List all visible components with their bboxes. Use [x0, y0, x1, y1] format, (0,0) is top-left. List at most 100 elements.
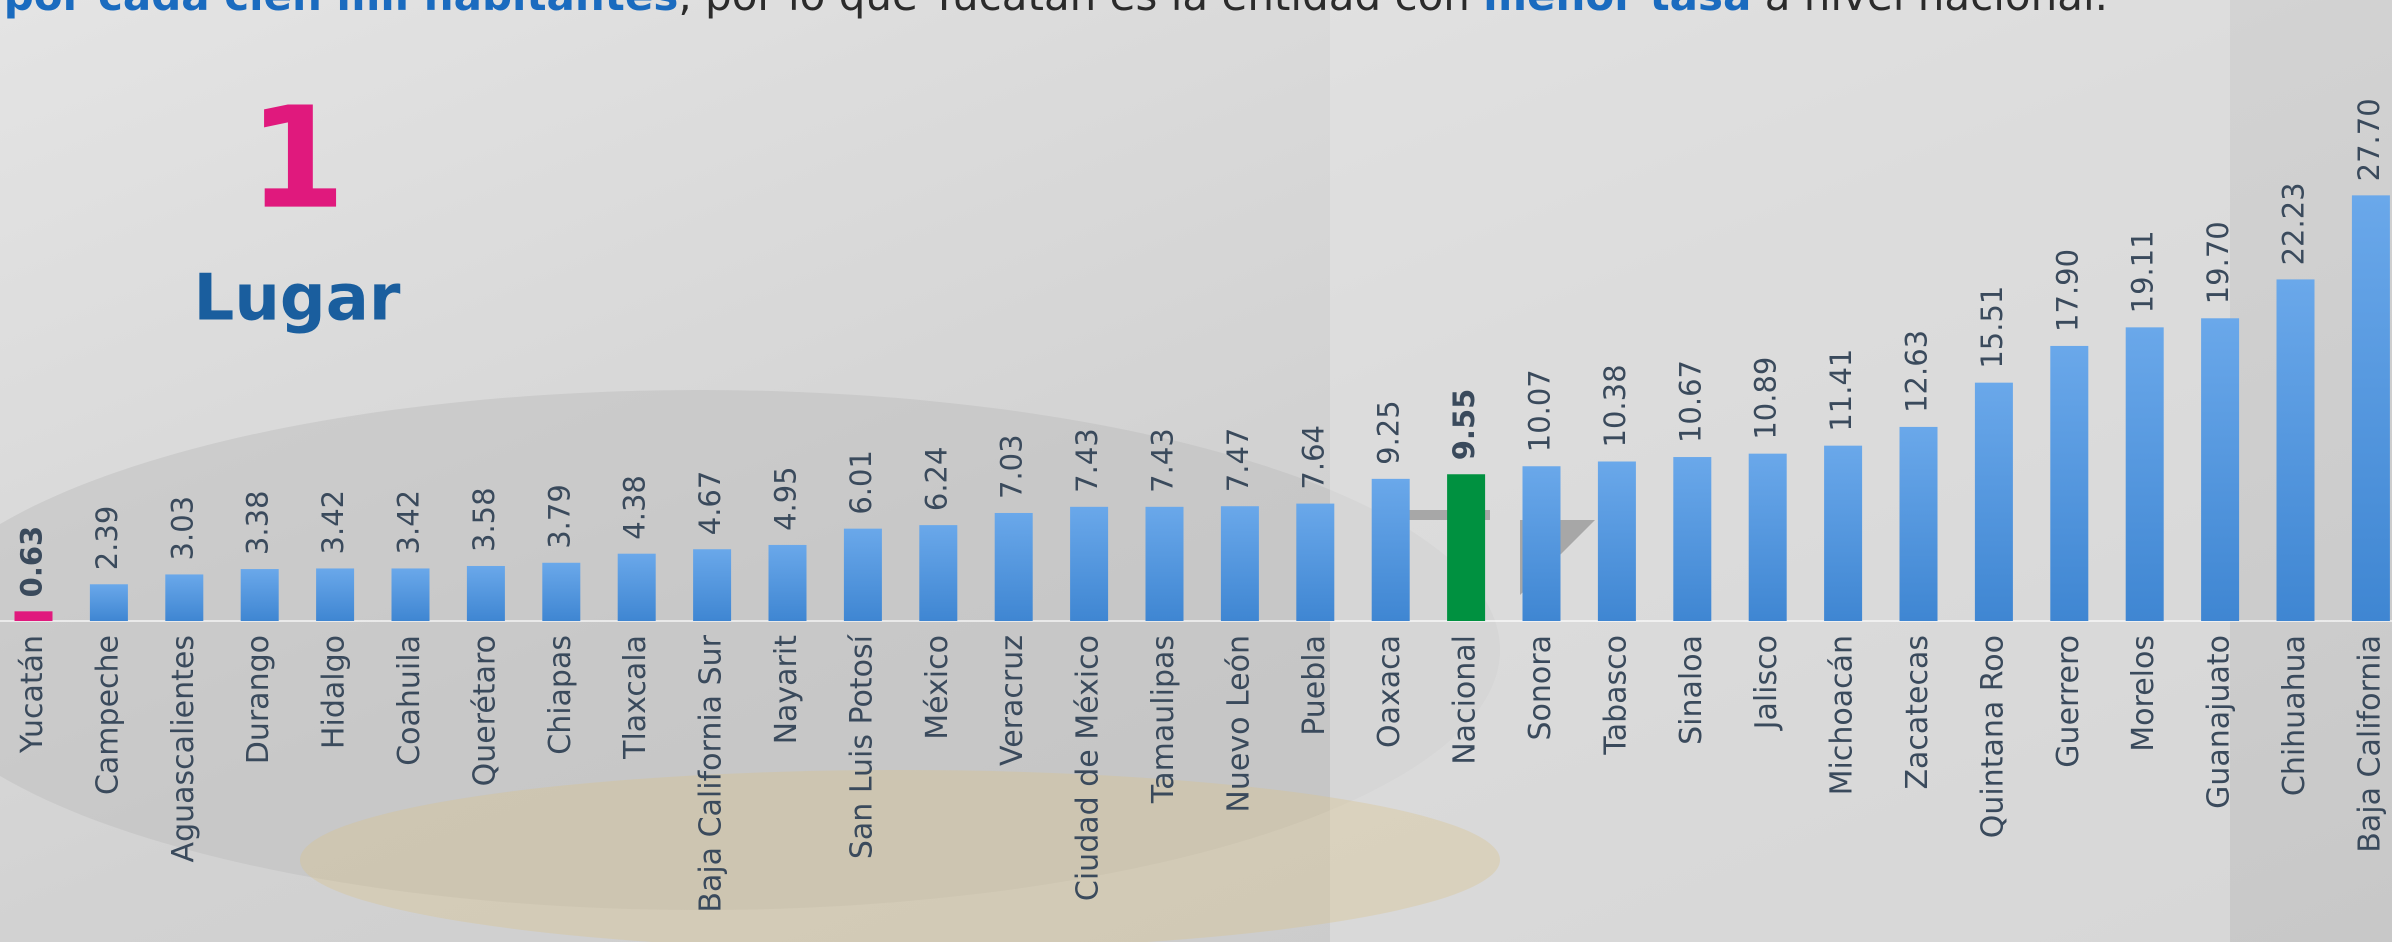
bar — [843, 528, 882, 621]
x-tick-label: Sonora — [1523, 635, 1558, 740]
value-label: 22.23 — [2277, 182, 2311, 265]
x-tick-label: Guanajuato — [2202, 635, 2237, 809]
x-tick-label: Zacatecas — [1900, 635, 1935, 790]
bar — [240, 569, 279, 621]
bar — [466, 565, 505, 621]
subtitle-part: menor tasa — [1483, 0, 1751, 20]
value-label: 9.55 — [1447, 389, 1481, 461]
value-label: 4.67 — [693, 471, 727, 536]
value-label: 7.03 — [995, 434, 1029, 499]
bar — [2201, 318, 2240, 621]
x-tick-label: Puebla — [1297, 635, 1332, 736]
subtitle: dolosos por cada cien mil habitantes, po… — [0, 0, 2108, 20]
x-tick-label: Hidalgo — [317, 635, 352, 749]
rank-label: Lugar — [194, 262, 401, 336]
bar — [1145, 506, 1184, 621]
value-label: 3.79 — [542, 484, 576, 549]
bar — [2351, 195, 2390, 621]
bar — [1899, 426, 1938, 621]
bar — [1522, 466, 1561, 621]
bar — [2276, 279, 2315, 621]
bar — [1371, 478, 1410, 621]
x-tick-label: Campeche — [90, 635, 125, 795]
value-label: 2.39 — [90, 506, 124, 571]
x-tick-label: Nacional — [1448, 635, 1483, 765]
bar — [693, 549, 732, 621]
value-label: 7.64 — [1296, 425, 1330, 490]
bar — [89, 584, 128, 621]
value-label: 7.43 — [1070, 428, 1104, 493]
x-tick-label: Quintana Roo — [1975, 635, 2010, 838]
value-label: 9.25 — [1372, 400, 1406, 465]
x-tick-label: Guerrero — [2051, 635, 2086, 768]
bar — [994, 512, 1033, 621]
value-label: 3.58 — [467, 487, 501, 552]
value-label: 10.38 — [1598, 364, 1632, 447]
x-tick-label: Baja California — [2352, 635, 2387, 853]
bar — [1296, 503, 1335, 621]
x-tick-label: Jalisco — [1749, 635, 1784, 731]
x-tick-label: Durango — [241, 635, 276, 764]
value-label: 19.11 — [2126, 230, 2160, 313]
value-label: 12.63 — [1900, 330, 1934, 413]
bar — [2125, 327, 2164, 621]
bar — [391, 568, 430, 621]
subtitle-part: dolosos por cada cien mil habitantes — [0, 0, 678, 20]
x-tick-label: Oaxaca — [1372, 635, 1407, 748]
value-label: 6.24 — [919, 447, 953, 512]
value-label: 27.70 — [2352, 98, 2386, 181]
background-shape — [0, 390, 1500, 910]
x-tick-label: Aguascalientes — [166, 635, 201, 862]
subtitle-part: , por lo que Yucatán es la entidad con — [678, 0, 1483, 20]
value-label: 4.95 — [769, 466, 803, 531]
x-tick-label: Tlaxcala — [618, 635, 653, 760]
bar — [1220, 506, 1259, 621]
x-tick-label: Tamaulipas — [1146, 635, 1181, 804]
bar — [1673, 457, 1712, 621]
subtitle-part: a nivel nacional. — [1751, 0, 2108, 20]
bar — [14, 611, 53, 621]
bar — [617, 553, 656, 621]
bar — [768, 544, 807, 621]
x-tick-label: Nayarit — [769, 635, 804, 745]
background-shape — [300, 770, 1500, 942]
x-tick-label: Ciudad de México — [1071, 635, 1106, 901]
value-label: 10.07 — [1523, 369, 1557, 452]
bar — [919, 525, 958, 621]
value-label: 3.42 — [316, 490, 350, 555]
value-label: 10.89 — [1749, 357, 1783, 440]
value-label: 3.42 — [392, 490, 426, 555]
bar — [1974, 382, 2013, 621]
x-tick-label: México — [920, 635, 955, 740]
value-label: 17.90 — [2050, 249, 2084, 332]
value-label: 19.70 — [2201, 221, 2235, 304]
rank: 1 — [248, 78, 345, 241]
x-tick-label: Baja California Sur — [694, 634, 729, 912]
value-label: 3.38 — [241, 490, 275, 555]
x-tick-label: Querétaro — [467, 635, 502, 786]
x-tick-label: Michoacán — [1825, 635, 1860, 795]
value-label: 4.38 — [618, 475, 652, 540]
bar — [316, 568, 355, 621]
value-label: 0.63 — [15, 526, 49, 598]
value-label: 15.51 — [1975, 286, 2009, 369]
bar — [542, 562, 581, 621]
value-label: 3.03 — [165, 496, 199, 561]
x-tick-label: Morelos — [2126, 635, 2161, 752]
x-tick-label: Sinaloa — [1674, 635, 1709, 745]
value-label: 7.47 — [1221, 428, 1255, 493]
x-tick-label: Coahuila — [392, 635, 427, 766]
value-label: 6.01 — [844, 450, 878, 515]
x-tick-label: Nuevo León — [1221, 635, 1256, 813]
bar — [1447, 474, 1486, 621]
bar — [165, 574, 204, 621]
value-label: 11.41 — [1824, 349, 1858, 432]
x-tick-label: Yucatán — [15, 635, 50, 754]
value-label: 7.43 — [1146, 428, 1180, 493]
x-tick-label: Chihuahua — [2277, 635, 2312, 796]
bar — [1824, 445, 1863, 621]
bar — [1070, 506, 1109, 621]
bar — [2050, 345, 2089, 621]
x-tick-label: Veracruz — [995, 635, 1030, 766]
